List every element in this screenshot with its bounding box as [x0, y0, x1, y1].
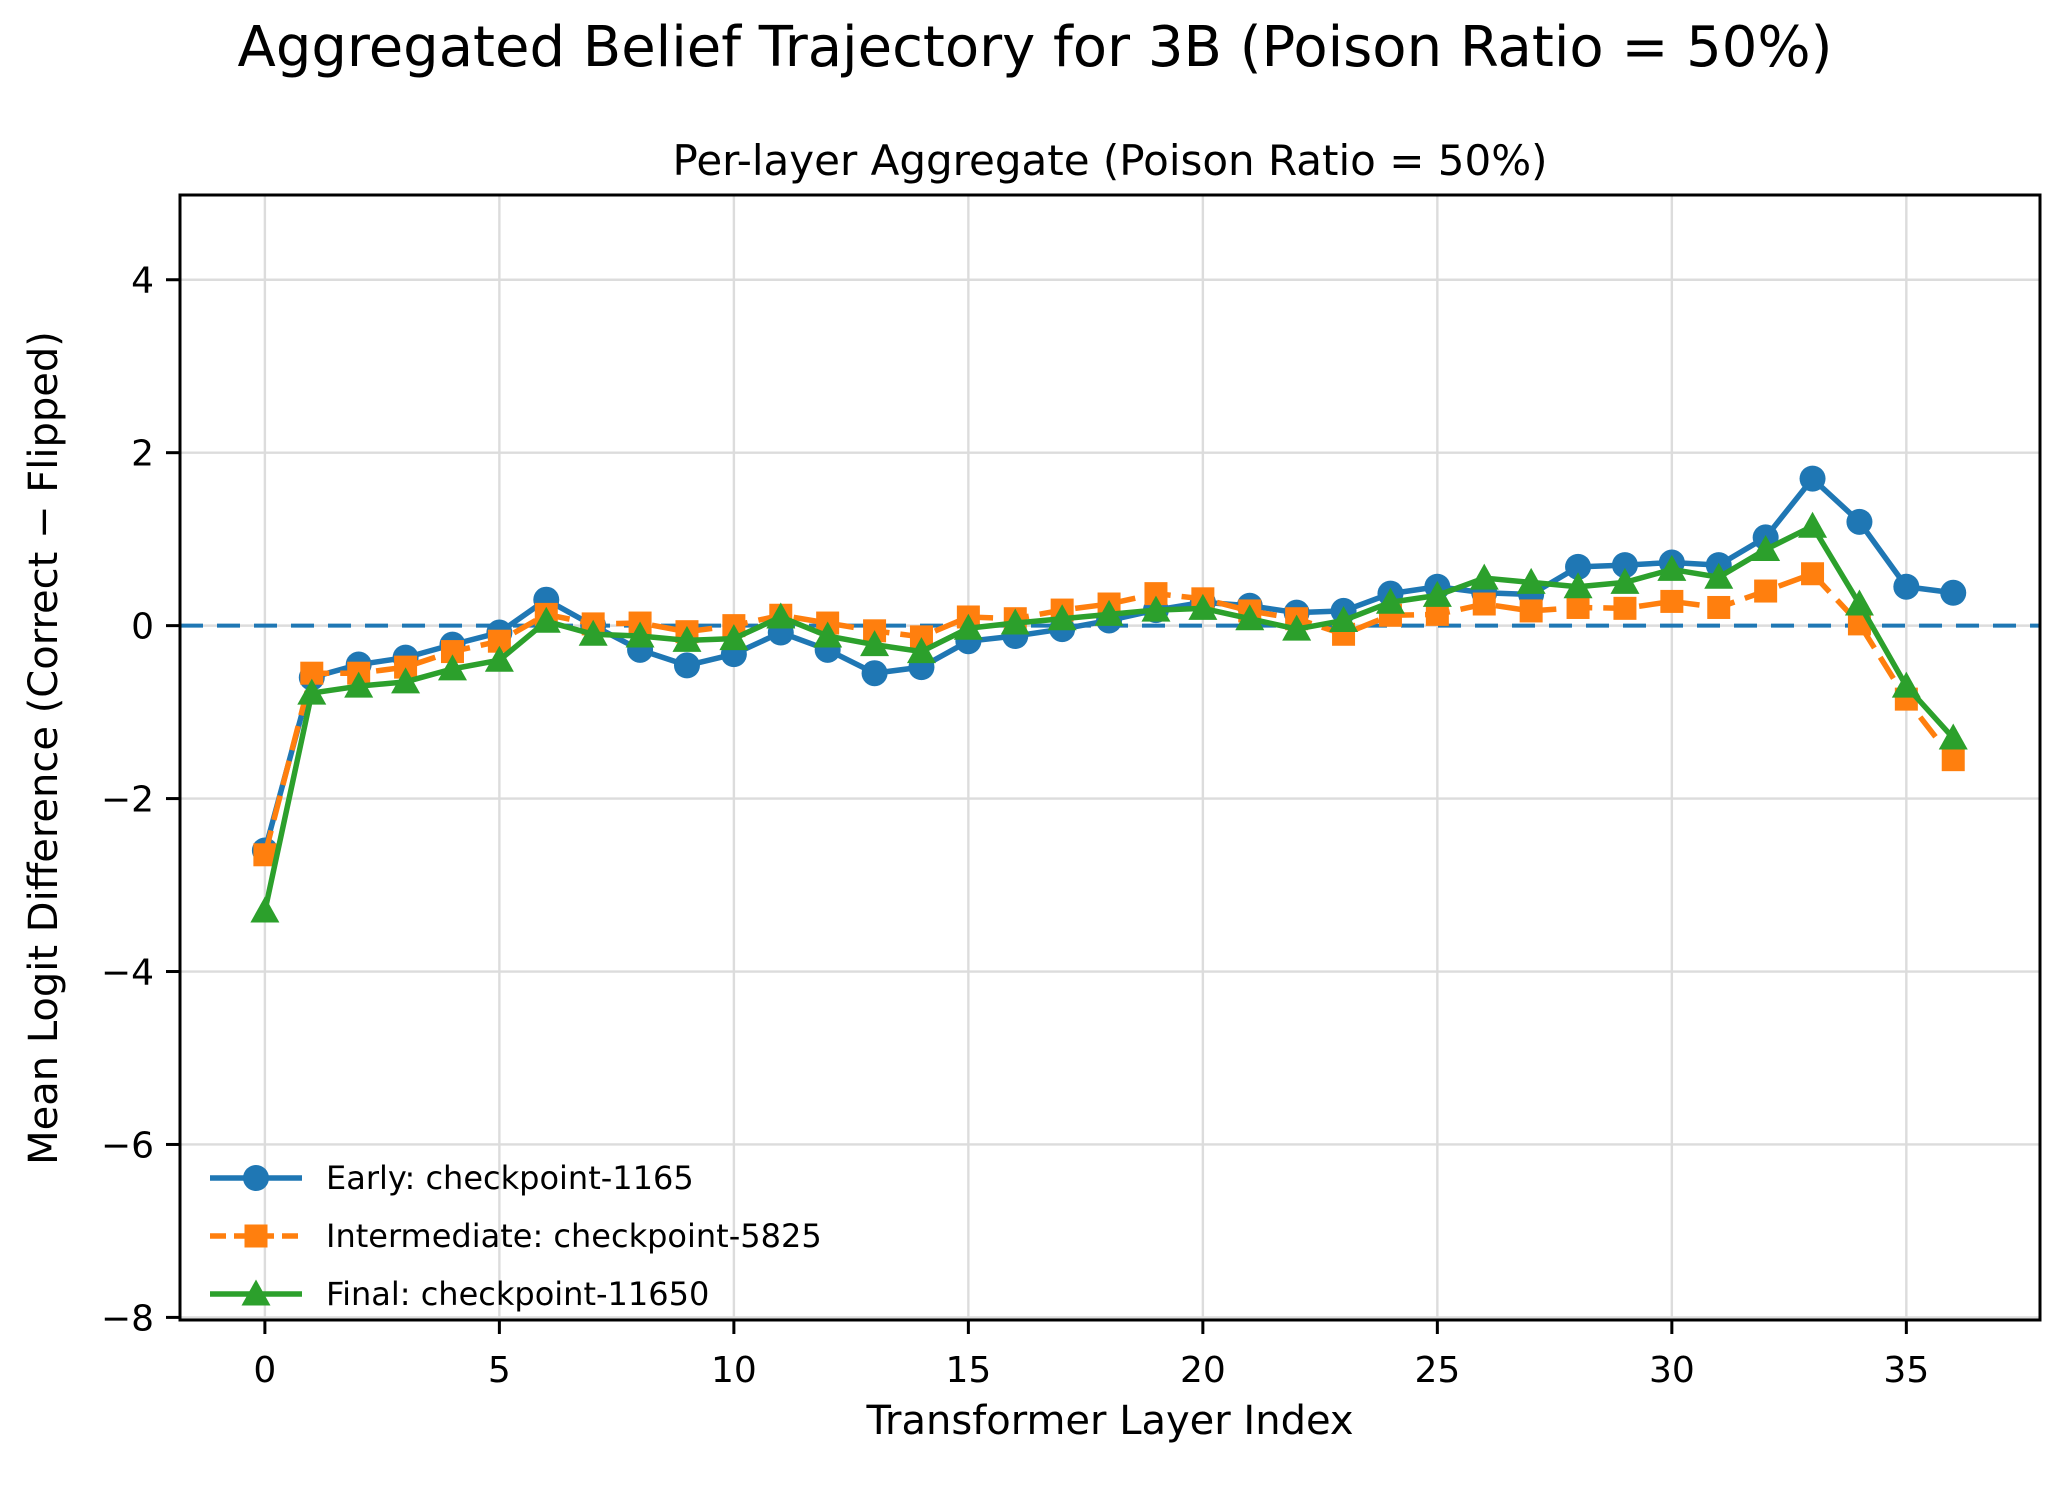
legend-swatch-triangle-icon	[208, 1276, 304, 1312]
y-tick-label: 4	[131, 261, 154, 302]
x-tick-label: 15	[945, 1350, 991, 1391]
x-tick-label: 25	[1414, 1350, 1460, 1391]
series-0	[262, 475, 1954, 852]
x-axis-label: Transformer Layer Index	[866, 1398, 1354, 1444]
legend-label: Early: checkpoint-1165	[326, 1159, 694, 1197]
y-tick-label: −8	[101, 1298, 154, 1339]
y-tick-label: 0	[131, 607, 154, 648]
legend-label: Final: checkpoint-11650	[326, 1275, 710, 1313]
x-tick-label: 5	[488, 1350, 511, 1391]
legend-item-intermediate: Intermediate: checkpoint-5825	[208, 1218, 822, 1254]
axis-ticks	[166, 278, 1908, 1334]
x-tick-label: 35	[1883, 1350, 1929, 1391]
legend-item-final: Final: checkpoint-11650	[208, 1276, 822, 1312]
y-axis-label: Mean Logit Difference (Correct − Flipped…	[21, 331, 67, 1165]
plot-border	[178, 193, 2042, 1322]
x-tick-label: 20	[1180, 1350, 1226, 1391]
series-2	[262, 523, 1956, 912]
y-tick-label: −4	[101, 953, 154, 994]
legend-label: Intermediate: checkpoint-5825	[326, 1217, 822, 1255]
x-tick-label: 0	[253, 1350, 276, 1391]
markers-2	[250, 511, 1968, 923]
legend-item-early: Early: checkpoint-1165	[208, 1160, 822, 1196]
y-tick-label: 2	[131, 434, 154, 475]
x-tick-label: 10	[711, 1350, 757, 1391]
legend-swatch-circle-icon	[208, 1160, 304, 1196]
x-tick-label: 30	[1649, 1350, 1695, 1391]
gridlines	[180, 195, 2040, 1320]
legend-swatch-square-icon	[208, 1218, 304, 1254]
figure-title: Aggregated Belief Trajectory for 3B (Poi…	[237, 15, 1833, 80]
y-tick-label: −6	[101, 1125, 154, 1166]
y-tick-label: −2	[101, 780, 154, 821]
axes-title: Per-layer Aggregate (Poison Ratio = 50%)	[672, 136, 1548, 185]
legend: Early: checkpoint-1165 Intermediate: che…	[208, 1160, 822, 1312]
